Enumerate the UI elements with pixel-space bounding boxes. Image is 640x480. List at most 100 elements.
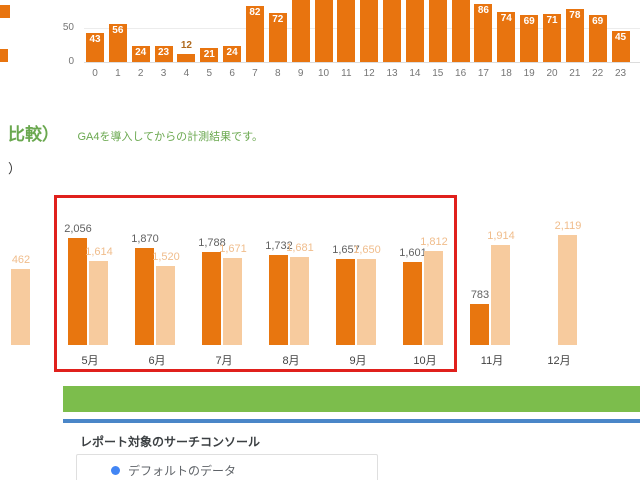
chart2-light-bar [290, 257, 309, 345]
chart2-light-label: 1,671 [219, 243, 247, 255]
chart2-month-label: 10月 [413, 355, 437, 367]
chart2-month-label: 5月 [81, 355, 99, 367]
chart2-light-bar [156, 266, 175, 345]
chart2-month-label: 9月 [349, 355, 367, 367]
legend-item-label: デフォルトのデータ [128, 464, 237, 478]
chart1-x-label: 6 [229, 68, 235, 79]
green-band [63, 386, 640, 412]
chart2-month-label: 7月 [215, 355, 233, 367]
blue-line [63, 419, 640, 423]
chart1-bar-label: 69 [592, 16, 604, 27]
chart1-bar-label: 12 [180, 40, 192, 51]
chart2-light-bar [558, 235, 577, 345]
chart2-dark-bar [403, 262, 422, 345]
chart1-bar-label: 43 [89, 34, 101, 45]
report-target-title: レポート対象のサーチコンソール [80, 435, 261, 449]
chart2-dark-label: 1,732 [265, 240, 293, 252]
chart1-bar [360, 0, 379, 62]
chart1-x-label: 21 [569, 68, 581, 79]
chart1-bar-label: 45 [614, 32, 627, 43]
chart2-light-bar [223, 258, 242, 345]
chart2-dark-bar [68, 238, 87, 345]
clipped-bar-fragment [0, 49, 8, 62]
chart2-month-label: 11月 [480, 355, 504, 367]
chart1-bar [543, 14, 561, 62]
chart2-light-label: 1,650 [353, 244, 381, 256]
chart1-bar [108, 24, 127, 62]
chart1-bar [588, 15, 607, 62]
chart1-x-label: 16 [455, 68, 467, 79]
chart1-bar-label: 78 [569, 10, 581, 21]
chart1-x-label: 17 [477, 68, 489, 79]
chart1-x-label: 0 [92, 68, 98, 79]
chart2-light-bar [89, 261, 108, 345]
chart2-light-label: 2,119 [554, 220, 582, 232]
chart2-dark-bar [135, 248, 154, 345]
chart1-bar [245, 6, 264, 62]
y-tick-0: 0 [68, 56, 74, 67]
chart1-bar [154, 46, 173, 62]
heading-text: 比較） [8, 125, 59, 144]
section-heading: 比較） GA4を導入してからの計測結果です。 [8, 120, 263, 145]
chart1-x-label: 4 [183, 68, 190, 79]
chart1-bar [451, 0, 470, 62]
chart1-bar [268, 13, 287, 62]
chart1-x-label: 19 [523, 68, 535, 79]
chart2-light-label: 1,520 [152, 251, 180, 263]
chart1-bar-label: 21 [203, 49, 215, 60]
chart2-light-bar [491, 245, 510, 345]
chart2-month-label: 12月 [547, 355, 571, 367]
heading-subtext: GA4を導入してからの計測結果です。 [77, 131, 264, 143]
chart2-dark-label: 2,056 [64, 223, 92, 235]
chart1-bar [383, 0, 402, 62]
clipped-bar-fragment [0, 5, 10, 18]
chart1-bar [131, 46, 150, 62]
chart2-dark-bar [202, 252, 221, 345]
chart1-bar [200, 48, 219, 62]
chart1-bar [611, 31, 630, 62]
chart1-bar-label: 56 [112, 25, 124, 36]
chart1-bar [223, 46, 242, 62]
chart1-bar [86, 33, 104, 62]
chart2-light-label: 462 [11, 254, 31, 266]
chart1-bar [291, 0, 310, 62]
chart1-bar-label: 71 [546, 15, 558, 26]
chart2-month-label: 6月 [148, 355, 166, 367]
chart1-x-label: 12 [363, 68, 375, 79]
y-tick-50: 50 [62, 22, 74, 33]
chart1-x-label: 22 [592, 68, 604, 79]
chart1-x-label: 1 [115, 68, 121, 79]
legend-item-default-data[interactable]: デフォルトのデータ [77, 462, 236, 479]
chart1-bar-label: 24 [135, 47, 147, 58]
chart2-month-label: 8月 [282, 355, 300, 367]
chart2-light-bar [11, 269, 30, 345]
chart1-bar [405, 0, 424, 62]
chart1-bar-label: 82 [249, 7, 261, 18]
chart2-dark-label: 1,870 [131, 233, 159, 245]
chart2-light-bar [424, 251, 443, 345]
chart2-light-label: 1,614 [85, 246, 113, 258]
chart1-x-label: 7 [252, 68, 258, 79]
chart1-bar-label: 69 [523, 16, 535, 27]
chart2-light-label: 1,681 [286, 242, 314, 254]
chart2-light-label: 1,812 [420, 236, 448, 248]
highlight-red-box [54, 195, 457, 372]
chart2-dark-bar [336, 259, 355, 345]
chart1-bar [177, 54, 196, 62]
chart1-bar [565, 9, 584, 62]
chart1-x-label: 23 [614, 68, 627, 79]
chart2-dark-bar [269, 255, 288, 345]
chart1-bar-label: 74 [500, 13, 512, 24]
chart1-x-label: 18 [500, 68, 512, 79]
chart1-bar [474, 4, 493, 62]
chart1-x-label: 13 [386, 68, 398, 79]
chart2-dark-label: 1,657 [332, 244, 360, 256]
chart2-dark-label: 1,601 [399, 247, 427, 259]
chart2-light-label: 1,914 [487, 230, 515, 242]
blue-dot-icon [111, 466, 120, 475]
chart1-x-label: 8 [275, 68, 281, 79]
chart1-x-label: 11 [341, 68, 352, 79]
chart1-bar [337, 0, 356, 62]
